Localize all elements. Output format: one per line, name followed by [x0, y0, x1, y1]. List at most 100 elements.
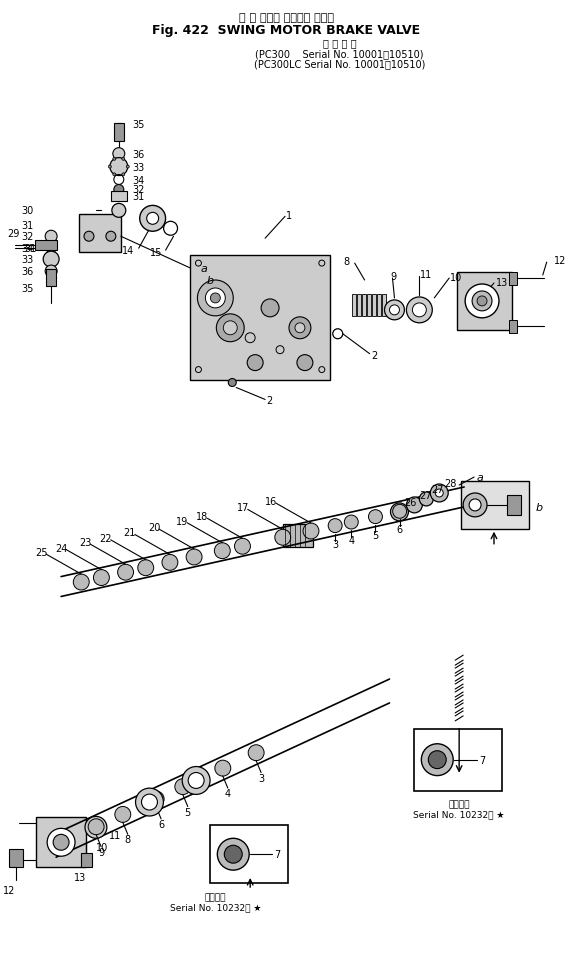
Text: 11: 11 — [421, 270, 433, 279]
Circle shape — [435, 489, 444, 497]
Bar — [190, 256, 330, 380]
Text: 24: 24 — [55, 543, 68, 553]
Circle shape — [289, 318, 311, 339]
Text: Fig. 422  SWING MOTOR BRAKE VALVE: Fig. 422 SWING MOTOR BRAKE VALVE — [152, 23, 420, 37]
Text: 35: 35 — [21, 283, 33, 294]
Text: 9: 9 — [98, 847, 104, 857]
Circle shape — [217, 315, 244, 342]
Circle shape — [390, 306, 399, 316]
Text: 28: 28 — [444, 479, 457, 488]
Circle shape — [463, 493, 487, 518]
Circle shape — [175, 779, 191, 795]
Text: 30: 30 — [21, 206, 33, 216]
Bar — [509, 273, 517, 285]
Circle shape — [217, 838, 249, 871]
Bar — [461, 482, 529, 530]
Text: 34: 34 — [21, 244, 33, 254]
Text: 9: 9 — [390, 272, 397, 281]
Bar — [371, 295, 375, 317]
Text: b: b — [536, 502, 543, 512]
Circle shape — [188, 773, 204, 788]
Circle shape — [477, 297, 487, 307]
Text: (PC300    Serial No. 10001～10510): (PC300 Serial No. 10001～10510) — [256, 49, 424, 59]
Text: 10: 10 — [450, 273, 462, 282]
Circle shape — [406, 497, 422, 513]
Circle shape — [140, 206, 166, 232]
Text: 4: 4 — [225, 788, 231, 798]
Circle shape — [224, 845, 242, 864]
Bar — [414, 729, 502, 790]
Text: (PC300LC Serial No. 10001～10510): (PC300LC Serial No. 10001～10510) — [254, 59, 425, 69]
Circle shape — [393, 505, 407, 519]
Circle shape — [93, 570, 109, 586]
Text: a: a — [476, 473, 483, 483]
Text: 18: 18 — [197, 512, 209, 522]
Text: 6: 6 — [158, 819, 164, 829]
Circle shape — [106, 232, 116, 242]
Text: a: a — [201, 264, 207, 274]
Circle shape — [90, 822, 102, 833]
Bar — [507, 495, 521, 515]
Text: 22: 22 — [100, 533, 112, 543]
Bar — [457, 273, 512, 330]
Circle shape — [205, 288, 225, 309]
Circle shape — [228, 379, 236, 387]
Circle shape — [45, 266, 57, 277]
Text: 27: 27 — [419, 490, 432, 500]
Text: 12: 12 — [554, 256, 566, 266]
Text: 適用号機: 適用号機 — [205, 893, 226, 902]
Circle shape — [297, 356, 313, 371]
Circle shape — [472, 292, 492, 312]
Text: 8: 8 — [125, 834, 131, 844]
Circle shape — [413, 304, 426, 318]
Circle shape — [88, 819, 104, 835]
Bar — [210, 826, 288, 883]
Circle shape — [198, 280, 233, 317]
Circle shape — [419, 492, 433, 506]
Text: 3: 3 — [258, 773, 264, 783]
Circle shape — [234, 538, 250, 555]
Text: 26: 26 — [405, 497, 417, 507]
Circle shape — [430, 485, 448, 502]
Text: 33: 33 — [21, 255, 33, 265]
Text: 29: 29 — [7, 229, 19, 239]
Text: 25: 25 — [35, 548, 48, 558]
Bar — [114, 124, 124, 142]
Circle shape — [261, 300, 279, 318]
Circle shape — [47, 828, 75, 856]
Text: 23: 23 — [80, 537, 92, 548]
Text: 13: 13 — [74, 872, 87, 882]
Circle shape — [210, 294, 221, 304]
Text: 14: 14 — [121, 246, 134, 256]
Text: 36: 36 — [133, 149, 145, 159]
Circle shape — [214, 543, 230, 559]
Circle shape — [73, 574, 89, 590]
Circle shape — [344, 516, 358, 530]
Circle shape — [247, 356, 263, 371]
Text: 15: 15 — [150, 248, 163, 258]
Bar — [81, 853, 92, 868]
Circle shape — [421, 744, 453, 776]
Circle shape — [390, 503, 409, 522]
Circle shape — [112, 204, 126, 218]
Text: 11: 11 — [109, 830, 121, 840]
Circle shape — [43, 252, 59, 268]
Circle shape — [295, 323, 305, 333]
Bar — [9, 849, 23, 868]
Text: 4: 4 — [348, 535, 354, 545]
Text: 10: 10 — [96, 842, 108, 852]
Text: 16: 16 — [265, 496, 277, 507]
Text: 5: 5 — [185, 807, 191, 817]
Circle shape — [126, 166, 129, 169]
Circle shape — [45, 231, 57, 243]
Text: 17: 17 — [237, 503, 249, 513]
Circle shape — [138, 560, 154, 576]
Circle shape — [465, 284, 499, 319]
Text: 適 用 号 機: 適 用 号 機 — [323, 38, 356, 48]
Text: Serial No. 10232～ ★: Serial No. 10232～ ★ — [413, 809, 505, 818]
Circle shape — [384, 301, 405, 320]
Text: 34: 34 — [133, 175, 145, 186]
Circle shape — [428, 751, 446, 769]
Text: 7: 7 — [274, 849, 280, 860]
Text: 12: 12 — [3, 885, 15, 895]
